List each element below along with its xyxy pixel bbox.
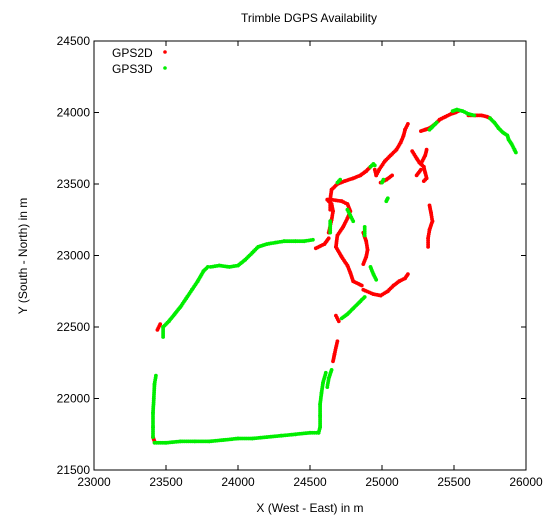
point-gps3d — [154, 373, 158, 378]
point-gps3d — [362, 295, 367, 299]
point-gps2d — [424, 147, 429, 152]
legend-marker-gps2d — [163, 50, 167, 54]
x-tick-label: 23000 — [77, 475, 111, 489]
x-axis-label: X (West - East) in m — [256, 501, 363, 515]
point-gps2d — [426, 245, 430, 249]
point-gps2d — [326, 236, 331, 241]
point-gps3d — [372, 163, 377, 168]
x-tick-label: 25500 — [437, 475, 471, 489]
y-tick-label: 23000 — [57, 249, 91, 263]
series-gps3d — [151, 107, 518, 445]
point-gps3d — [381, 177, 386, 182]
point-gps3d — [329, 368, 334, 372]
legend-label-gps2d: GPS2D — [112, 46, 153, 60]
legend-label-gps3d: GPS3D — [112, 62, 153, 76]
legend-marker-gps3d — [163, 66, 167, 70]
y-tick-label: 22500 — [57, 320, 91, 334]
point-gps3d — [374, 277, 379, 282]
point-gps2d — [359, 283, 364, 288]
point-gps3d — [328, 219, 333, 224]
point-gps3d — [472, 113, 477, 118]
point-gps2d — [421, 179, 426, 184]
x-tick-label: 26000 — [509, 475, 543, 489]
x-tick-label: 25000 — [365, 475, 399, 489]
point-gps3d — [362, 233, 367, 238]
plot-frame — [93, 40, 527, 471]
point-gps3d — [311, 237, 315, 242]
y-axis-label: Y (South - North) in m — [16, 198, 30, 314]
x-tick-label: 24000 — [221, 475, 255, 489]
y-tick-label: 24500 — [57, 34, 91, 48]
point-gps3d — [351, 219, 356, 224]
point-gps3d — [514, 150, 518, 155]
series-gps2d — [151, 109, 492, 444]
point-gps2d — [419, 167, 423, 172]
point-gps3d — [205, 265, 210, 269]
point-gps3d — [338, 177, 343, 182]
point-gps2d — [336, 319, 341, 324]
chart-title: Trimble DGPS Availability — [241, 11, 377, 25]
y-tick-label: 21500 — [57, 463, 91, 477]
point-gps3d — [434, 120, 439, 125]
y-tick-label: 23500 — [57, 177, 91, 191]
x-tick-label: 23500 — [149, 475, 183, 489]
axis-ticks: 23000 23500 24000 24500 25000 25500 26000 21500… — [57, 34, 543, 489]
legend: GPS2D GPS3D — [112, 46, 167, 76]
data-points — [151, 107, 518, 445]
x-tick-label: 24500 — [293, 475, 327, 489]
point-gps3d — [323, 370, 328, 375]
point-gps2d — [361, 262, 366, 266]
point-gps2d — [406, 122, 410, 126]
y-tick-label: 24000 — [57, 106, 91, 120]
point-gps2d — [406, 272, 410, 276]
point-gps2d — [390, 173, 394, 178]
point-gps2d — [331, 359, 335, 364]
point-gps3d — [385, 196, 390, 201]
y-tick-label: 22000 — [57, 392, 91, 406]
point-gps2d — [158, 322, 163, 326]
